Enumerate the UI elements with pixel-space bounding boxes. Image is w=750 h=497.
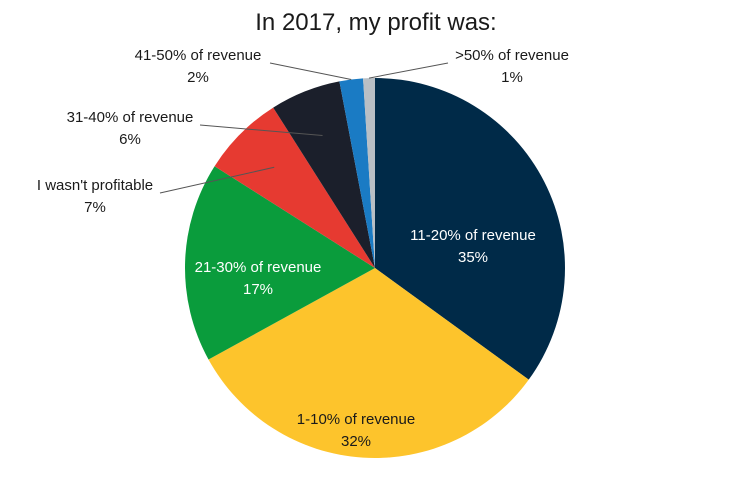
pie-slice	[363, 77, 375, 269]
leader-line	[269, 62, 352, 80]
slice-labels: 11-20% of revenue 35% 1-10% of revenue 32% 2…	[37, 47, 569, 450]
pie-slice	[208, 268, 529, 458]
pie-slice	[273, 81, 375, 269]
slice-label: 21-30% of revenue	[195, 259, 322, 276]
slice-label: 11-20% of revenue	[410, 227, 536, 244]
slice-label: 31-40% of revenue	[67, 109, 194, 126]
slice-value-label: 32%	[341, 433, 371, 450]
chart-title: In 2017, my profit was:	[255, 9, 496, 36]
slice-value-label: 1%	[501, 69, 523, 86]
slice-value-label: 35%	[458, 249, 488, 266]
slice-value-label: 7%	[84, 199, 106, 216]
pie-slice	[214, 107, 375, 268]
leader-line	[199, 124, 323, 137]
slice-value-label: 17%	[243, 281, 273, 298]
slice-value-label: 6%	[119, 131, 141, 148]
pie-slice	[375, 78, 565, 380]
slice-label: I wasn't profitable	[37, 177, 153, 194]
slice-value-label: 2%	[187, 69, 209, 86]
slice-label: 1-10% of revenue	[297, 411, 415, 428]
leader-line	[368, 62, 449, 79]
slice-label: 41-50% of revenue	[135, 47, 262, 64]
leader-lines	[159, 62, 449, 194]
leader-line	[159, 166, 275, 194]
pie-slice	[339, 78, 375, 269]
pie-slice	[185, 166, 375, 360]
slice-label: >50% of revenue	[455, 47, 569, 64]
pie-slices	[185, 77, 565, 458]
